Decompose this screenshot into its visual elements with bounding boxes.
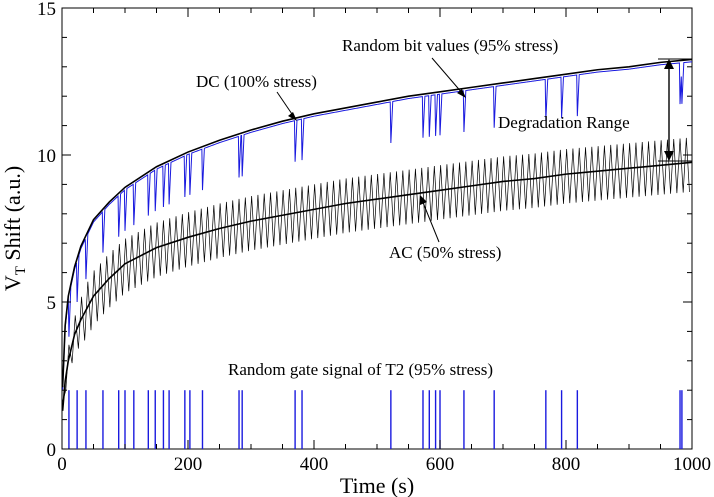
arrow-random-bit [431,57,464,95]
x-tick-label: 600 [426,454,455,475]
arrow-ac-head [420,195,427,205]
x-tick-label: 800 [552,454,581,475]
x-tick-label: 0 [57,454,67,475]
x-tick-label: 400 [300,454,329,475]
series-ac-mean [61,161,693,411]
degradation-arrow-down [664,151,674,161]
annotation-gate-signal: Random gate signal of T2 (95% stress) [228,360,493,379]
arrow-random-bit-head [457,89,466,98]
y-axis-label-v: V [0,275,25,291]
y-tick-label: 5 [47,293,57,314]
arrow-dc-head [288,112,297,121]
series-dc [61,58,693,388]
annotation-layer: Random bit values (95% stress) DC (100% … [196,36,692,379]
ticks-layer: 0 200 400 600 800 1000 0 5 10 15 [37,0,711,475]
annotation-random-bit: Random bit values (95% stress) [342,36,558,55]
y-axis-label-rest: Shift (a.u.) [0,166,25,266]
series-random-bit-values [62,61,693,390]
series-layer [61,58,693,449]
x-tick-label: 1000 [673,454,711,475]
y-tick-label: 0 [47,440,57,461]
y-tick-label: 10 [37,146,56,167]
annotation-dc: DC (100% stress) [196,72,317,91]
x-tick-label: 200 [174,454,203,475]
y-axis-label-subscript: T [13,266,29,275]
x-axis-label: Time (s) [340,473,414,497]
annotation-degradation-range: Degradation Range [498,113,630,132]
annotation-ac: AC (50% stress) [389,243,501,262]
y-axis-label: VT Shift (a.u.) [0,166,29,291]
degradation-arrow-up [664,59,674,69]
arrow-dc [276,91,295,118]
y-tick-label: 15 [37,0,56,20]
arrow-ac [421,199,440,243]
ac-oscillation-line [62,137,690,402]
